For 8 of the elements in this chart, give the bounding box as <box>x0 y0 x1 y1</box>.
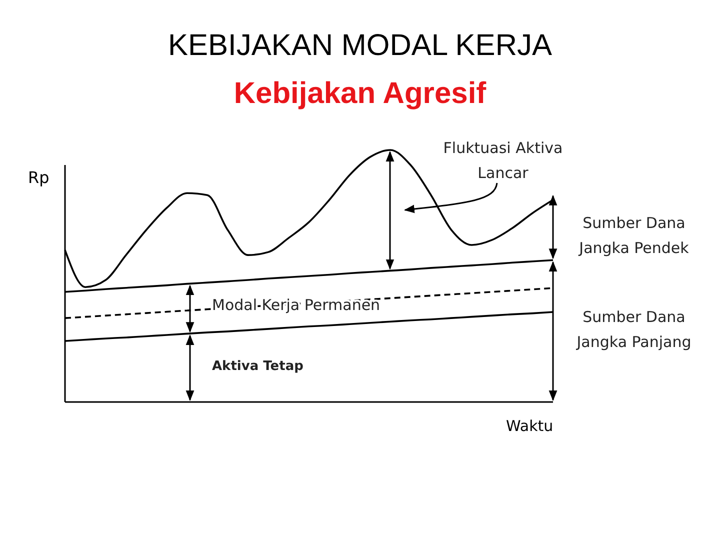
chart-title: KEBIJAKAN MODAL KERJA <box>168 29 552 62</box>
chart-subtitle: Kebijakan Agresif <box>234 77 488 110</box>
y-axis-title: Rp <box>28 168 50 187</box>
annotation: Aktiva Tetap <box>212 359 304 374</box>
annotation: Fluktuasi Aktiva Lancar <box>443 139 563 182</box>
text: Sumber Dana Jangka Pendek <box>578 214 690 257</box>
text: Sumber Dana Jangka Panjang <box>576 308 692 351</box>
x-axis-title: Waktu <box>506 417 554 435</box>
